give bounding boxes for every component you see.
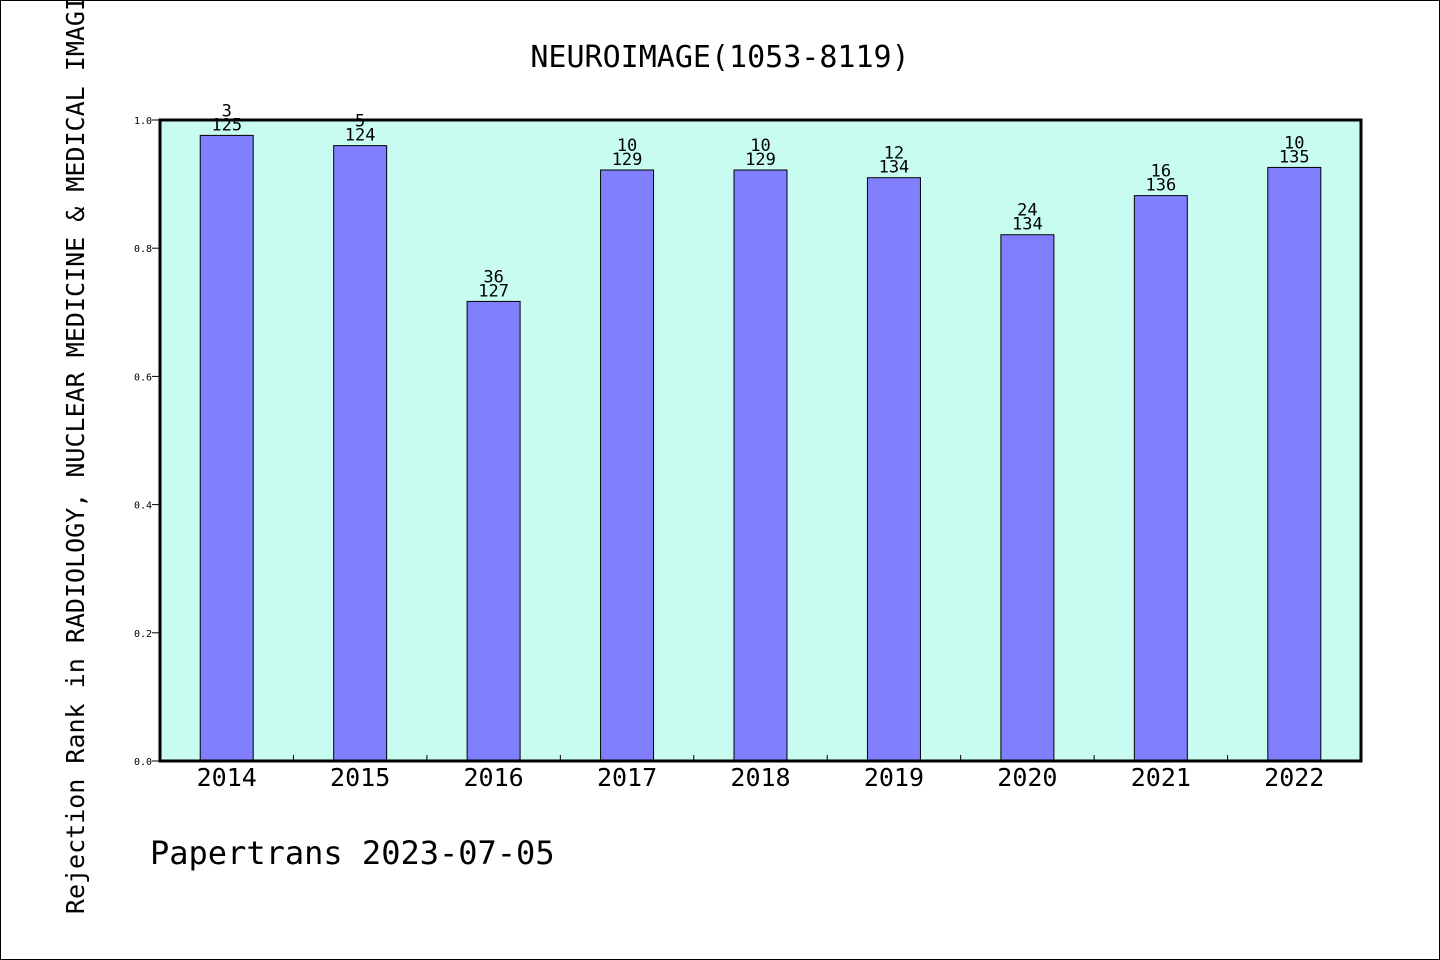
x-tick-label: 2016 — [464, 763, 524, 792]
bars-layer — [199, 134, 1322, 762]
x-tick-label: 2019 — [864, 763, 924, 792]
x-tick-label: 2014 — [197, 763, 257, 792]
bar-total-label: 134 — [879, 158, 910, 178]
bar-2020 — [1000, 234, 1055, 762]
y-tick-label: 0.8 — [134, 244, 152, 255]
bar-total-label: 125 — [211, 115, 242, 135]
bar-2018 — [733, 169, 788, 762]
bar-total-label: 129 — [745, 150, 776, 170]
x-tick-label: 2018 — [730, 763, 790, 792]
chart-title: NEUROIMAGE(1053-8119) — [530, 40, 909, 75]
x-tick-label: 2022 — [1264, 763, 1324, 792]
bar-total-label: 129 — [612, 150, 643, 170]
x-tick-label: 2020 — [997, 763, 1057, 792]
y-tick-label: 0.2 — [134, 629, 152, 640]
bar-rank-label: 10 — [1284, 133, 1304, 153]
y-tick-label: 0.0 — [134, 757, 152, 768]
bar-2017 — [600, 169, 655, 762]
bar-rank-label: 36 — [483, 267, 503, 287]
x-tick-label: 2021 — [1131, 763, 1191, 792]
bar-2016 — [466, 300, 521, 762]
bar-2014 — [199, 134, 254, 762]
x-tick-label: 2015 — [330, 763, 390, 792]
bar-2021 — [1133, 195, 1188, 762]
bar-total-label: 136 — [1145, 176, 1176, 196]
footer-text: Papertrans 2023-07-05 — [150, 834, 555, 872]
x-tick-label: 2017 — [597, 763, 657, 792]
bar-rank-label: 3 — [222, 101, 232, 121]
bar-2015 — [333, 145, 388, 762]
bar-2022 — [1267, 166, 1322, 762]
plot-border — [158, 118, 1363, 763]
bar-total-label: 135 — [1279, 147, 1310, 167]
bar-rank-label: 5 — [355, 112, 365, 132]
bar-rank-label: 10 — [617, 136, 637, 156]
y-axis-label: Rejection Rank in RADIOLOGY, NUCLEAR MED… — [61, 0, 90, 914]
y-tick-label: 0.4 — [134, 501, 152, 512]
bar-rank-label: 12 — [884, 144, 904, 164]
bar-total-label: 124 — [345, 126, 376, 146]
bar-rank-label: 16 — [1151, 162, 1171, 182]
bar-rank-label: 24 — [1017, 201, 1037, 221]
bar-total-label: 127 — [478, 281, 509, 301]
bar-rank-label: 10 — [750, 136, 770, 156]
y-tick-label: 0.6 — [134, 372, 152, 383]
bar-2019 — [866, 177, 921, 762]
bar-total-label: 134 — [1012, 215, 1043, 235]
y-tick-label: 1.0 — [134, 116, 152, 127]
